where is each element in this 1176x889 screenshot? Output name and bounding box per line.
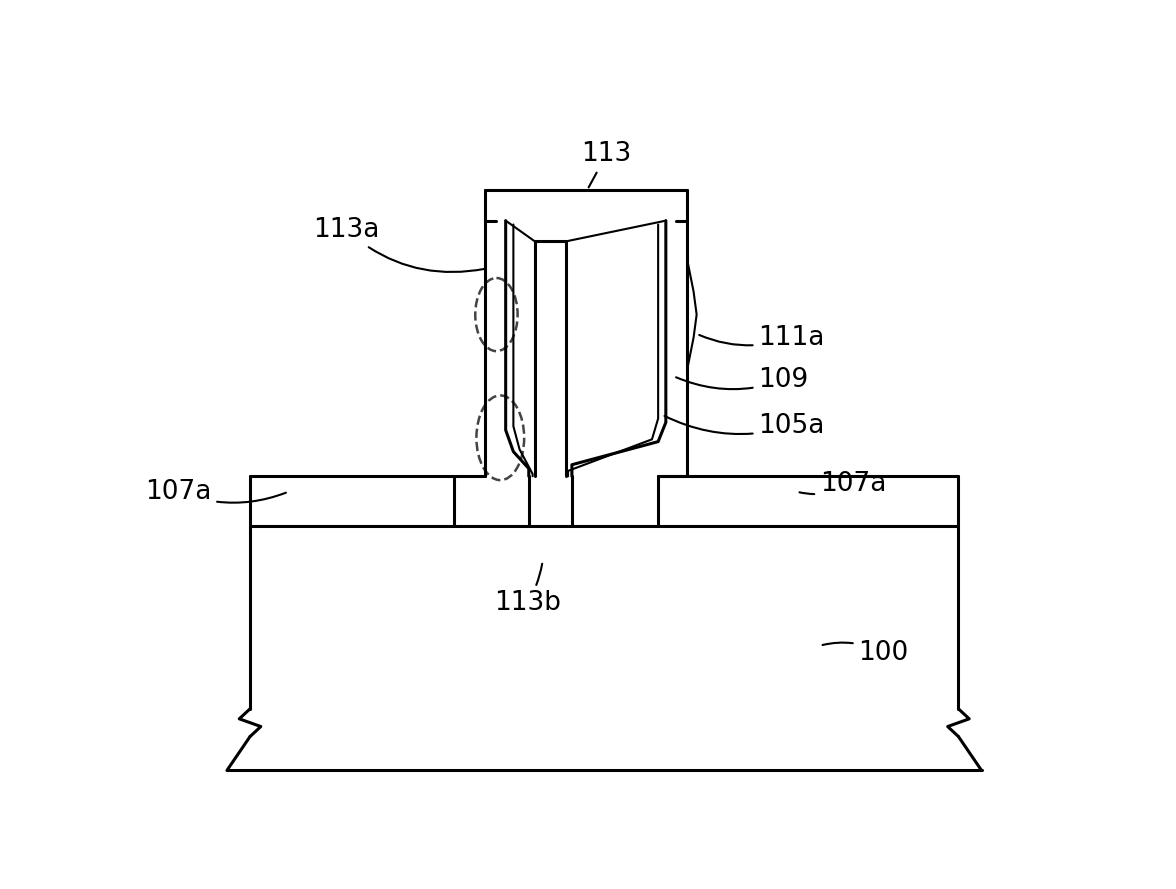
Text: 100: 100 xyxy=(822,640,909,667)
Text: 113: 113 xyxy=(581,141,632,188)
Text: 105a: 105a xyxy=(664,413,824,439)
Text: 113b: 113b xyxy=(494,564,561,616)
Text: 113a: 113a xyxy=(313,217,485,272)
Text: 111a: 111a xyxy=(700,324,824,350)
Text: 107a: 107a xyxy=(800,471,887,497)
Text: 107a: 107a xyxy=(145,478,286,505)
Text: 109: 109 xyxy=(676,367,808,393)
